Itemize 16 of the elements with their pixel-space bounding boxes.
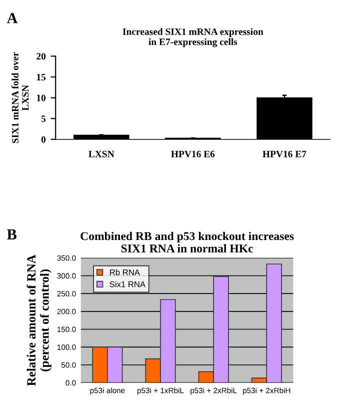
text: A: [6, 12, 18, 24]
y-tick-label: 20: [36, 53, 46, 60]
y-tick-label: 15: [36, 74, 46, 80]
chart-title: Increased SIX1 mRNA expression in E7-expressing cells: [122, 28, 264, 48]
x-tick-label: LXSN: [88, 150, 114, 158]
y-axis-title: Relative amount of RNA (percent of control): [26, 254, 52, 386]
y-tick-label: 5: [41, 116, 46, 122]
chart-title: Combined RB and p53 knockout increases SIX1 RNA in normal HKc: [80, 232, 294, 252]
y-tick-label: 0: [41, 136, 46, 143]
text: B: [6, 229, 17, 240]
y-tick-label: 10: [36, 94, 46, 102]
x-tick-label: HPV16 E6: [171, 150, 215, 158]
x-tick-label: HPV16 E7: [262, 150, 306, 158]
legend-label: Six1 RNA: [110, 281, 146, 288]
legend-label: Rb RNA: [110, 269, 140, 276]
y-axis-title: SIX1 mRNA fold over LXSN: [12, 52, 29, 144]
